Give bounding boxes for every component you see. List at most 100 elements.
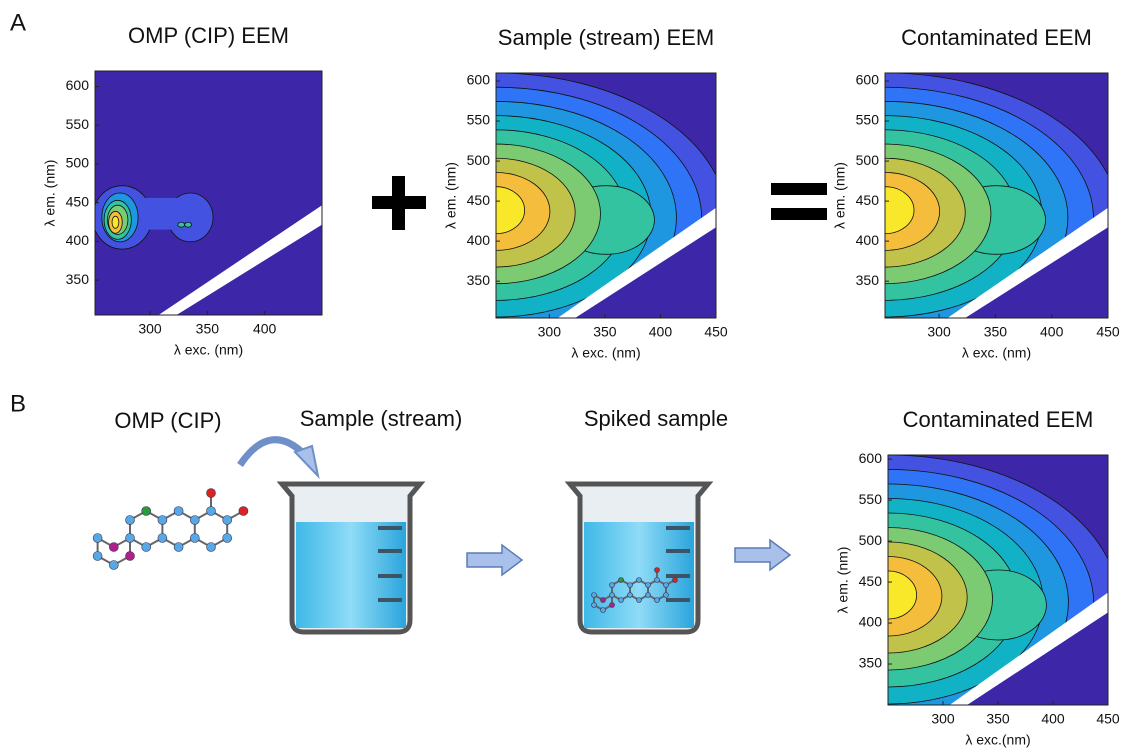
atom — [627, 592, 633, 598]
x-axis-label: λ exc. (nm) — [962, 345, 1031, 361]
atom — [125, 551, 135, 561]
atom — [600, 607, 606, 613]
step-label: OMP (CIP) — [114, 408, 221, 433]
x-tick-label: 450 — [1096, 324, 1120, 340]
y-tick-label: 400 — [859, 614, 883, 630]
y-tick-label: 450 — [859, 573, 883, 589]
atom — [157, 533, 168, 543]
y-tick-label: 400 — [66, 232, 90, 248]
contour-plot — [95, 71, 322, 315]
atom — [663, 592, 669, 598]
x-axis-label: λ exc. (nm) — [174, 342, 243, 358]
contour-plot — [496, 73, 716, 318]
y-tick-label: 550 — [467, 112, 491, 128]
y-tick-label: 350 — [856, 272, 880, 288]
x-tick-label: 350 — [984, 324, 1008, 340]
scatter-band — [557, 207, 716, 318]
atom — [173, 542, 184, 552]
atom — [222, 515, 232, 525]
atom — [600, 597, 606, 603]
chart-title: Sample (stream) EEM — [498, 25, 714, 50]
x-tick-label: 350 — [593, 324, 617, 340]
atom — [591, 592, 597, 598]
molecule — [92, 488, 249, 570]
atom — [206, 542, 216, 552]
atom — [238, 506, 249, 516]
y-tick-label: 500 — [467, 152, 491, 168]
beaker — [564, 481, 714, 635]
chart-title: Contaminated EEM — [903, 407, 1094, 432]
atom — [654, 597, 660, 603]
atom — [654, 577, 660, 583]
y-tick-label: 550 — [856, 112, 880, 128]
atom — [92, 551, 103, 561]
y-tick-label: 500 — [856, 152, 880, 168]
atom — [190, 515, 200, 525]
y-tick-label: 450 — [467, 192, 491, 208]
y-tick-label: 450 — [856, 192, 880, 208]
chart-title: Contaminated EEM — [901, 25, 1092, 50]
y-axis-label: λ em. (nm) — [443, 162, 459, 229]
masked-region — [965, 227, 1108, 318]
y-axis-label: λ em. (nm) — [832, 162, 848, 229]
atom — [672, 577, 678, 583]
scatter-band — [158, 205, 322, 315]
atom — [206, 488, 216, 498]
atom — [206, 506, 216, 516]
atom — [654, 567, 660, 573]
atom — [618, 597, 624, 603]
x-tick-label: 450 — [704, 324, 728, 340]
atom — [609, 602, 615, 608]
atom — [109, 560, 119, 570]
plot-frame — [495, 72, 717, 319]
atom — [627, 582, 633, 588]
x-tick-label: 300 — [927, 324, 951, 340]
atom — [190, 533, 200, 543]
atom — [636, 597, 642, 603]
y-tick-label: 500 — [859, 532, 883, 548]
contour-level — [496, 186, 525, 235]
x-tick-label: 300 — [138, 321, 162, 337]
y-tick-label: 600 — [66, 77, 90, 93]
panel-label: B — [10, 390, 26, 417]
y-tick-label: 550 — [859, 491, 883, 507]
x-axis-label: λ exc. (nm) — [571, 345, 640, 361]
atom — [609, 592, 615, 598]
x-tick-label: 400 — [649, 324, 673, 340]
plus-sign — [372, 176, 426, 230]
atom — [125, 533, 135, 543]
y-tick-label: 600 — [856, 72, 880, 88]
scatter-band — [949, 592, 1108, 705]
y-tick-label: 350 — [467, 272, 491, 288]
y-tick-label: 500 — [66, 155, 90, 171]
x-tick-label: 300 — [931, 711, 955, 727]
arrow-head — [293, 444, 320, 480]
atom — [663, 582, 669, 588]
equals-sign — [771, 183, 827, 220]
y-axis-label: λ em. (nm) — [42, 160, 58, 227]
curved-arrow — [237, 436, 308, 467]
y-tick-label: 350 — [66, 271, 90, 287]
x-tick-label: 450 — [1096, 711, 1120, 727]
chart-title: OMP (CIP) EEM — [128, 23, 289, 48]
contour-level — [111, 215, 120, 229]
masked-region — [176, 224, 322, 315]
molecule — [591, 567, 678, 613]
scatter-band — [947, 207, 1108, 318]
x-axis-label: λ exc.(nm) — [965, 732, 1030, 748]
plot-frame — [94, 70, 323, 316]
step-label: Sample (stream) — [300, 406, 463, 431]
y-tick-label: 600 — [467, 72, 491, 88]
x-tick-label: 350 — [196, 321, 220, 337]
atom — [222, 533, 232, 543]
atom — [125, 515, 135, 525]
atom — [645, 592, 651, 598]
atom — [157, 515, 168, 525]
y-tick-label: 600 — [859, 450, 883, 466]
y-tick-label: 450 — [66, 193, 90, 209]
x-tick-label: 400 — [1040, 324, 1064, 340]
masked-region — [967, 612, 1108, 705]
atom — [109, 542, 119, 552]
contour-plot — [888, 455, 1108, 705]
